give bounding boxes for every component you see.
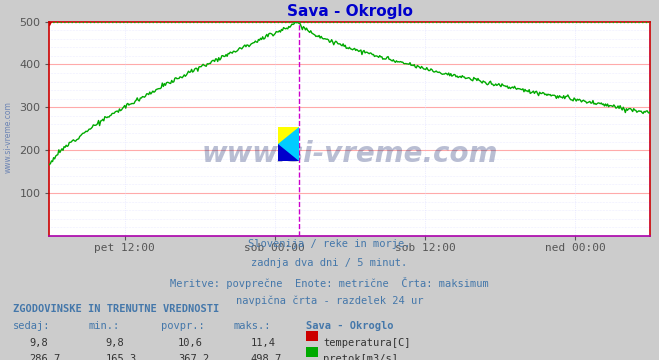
Text: 165,3: 165,3 [105, 354, 136, 360]
Text: povpr.:: povpr.: [161, 321, 205, 331]
Text: 286,7: 286,7 [30, 354, 61, 360]
Text: temperatura[C]: temperatura[C] [323, 338, 411, 348]
Text: pretok[m3/s]: pretok[m3/s] [323, 354, 398, 360]
Text: maks.:: maks.: [234, 321, 272, 331]
Text: 9,8: 9,8 [105, 338, 124, 348]
Text: sedaj:: sedaj: [13, 321, 51, 331]
Text: Sava - Okroglo: Sava - Okroglo [306, 321, 394, 331]
Text: navpična črta - razdelek 24 ur: navpična črta - razdelek 24 ur [236, 296, 423, 306]
Polygon shape [278, 144, 299, 161]
Bar [278, 144, 299, 161]
Text: 9,8: 9,8 [30, 338, 48, 348]
Text: min.:: min.: [89, 321, 120, 331]
Text: Meritve: povprečne  Enote: metrične  Črta: maksimum: Meritve: povprečne Enote: metrične Črta:… [170, 277, 489, 289]
Text: Slovenija / reke in morje.: Slovenija / reke in morje. [248, 239, 411, 249]
Text: 10,6: 10,6 [178, 338, 203, 348]
Text: ZGODOVINSKE IN TRENUTNE VREDNOSTI: ZGODOVINSKE IN TRENUTNE VREDNOSTI [13, 304, 219, 314]
Text: 498,7: 498,7 [250, 354, 281, 360]
Text: zadnja dva dni / 5 minut.: zadnja dva dni / 5 minut. [251, 258, 408, 268]
Text: www.si-vreme.com: www.si-vreme.com [202, 140, 498, 168]
Title: Sava - Okroglo: Sava - Okroglo [287, 4, 413, 19]
Text: 11,4: 11,4 [250, 338, 275, 348]
Text: 367,2: 367,2 [178, 354, 209, 360]
Text: www.si-vreme.com: www.si-vreme.com [3, 101, 13, 173]
Polygon shape [278, 127, 299, 144]
Bar [278, 127, 299, 144]
